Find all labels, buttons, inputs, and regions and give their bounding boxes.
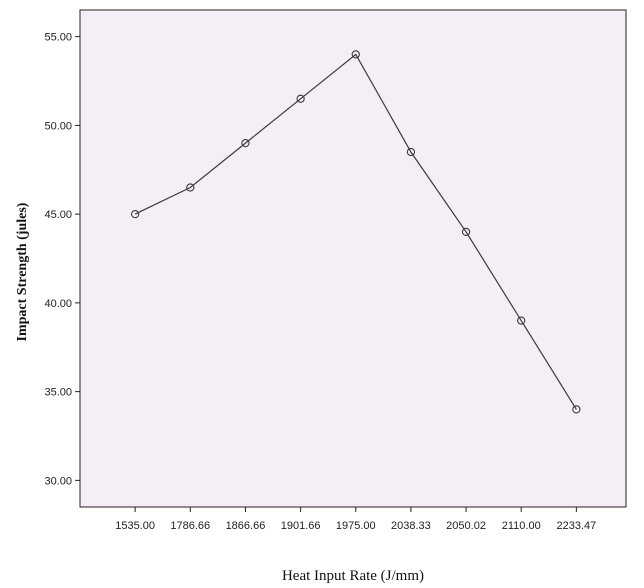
x-tick-label: 1975.00 [336,520,376,532]
y-axis: 30.00 35.00 40.00 45.00 50.00 55.00 [44,32,80,487]
x-tick-label: 1866.66 [226,520,266,532]
data-point [296,94,305,103]
series-line [134,53,577,410]
data-point [572,405,581,414]
x-tick-label: 1786.66 [170,520,210,532]
data-point [351,50,360,59]
x-axis: 1535.00 1786.66 1866.66 1901.66 1975.00 2038.… [115,507,596,532]
x-tick-label: 1901.66 [281,520,321,532]
x-axis-title: Heat Input Rate (J/mm) [282,568,424,584]
plot-area [79,9,627,508]
y-tick-label: 40.00 [44,298,72,310]
data-point [186,183,195,192]
x-tick-label: 2233.47 [556,520,596,532]
data-point [131,209,140,219]
y-axis-title: Impact Strength (jules) [15,202,30,341]
data-point [461,227,471,237]
y-tick-label: 55.00 [44,32,72,44]
x-tick-label: 1535.00 [115,520,155,532]
data-point [406,147,416,157]
x-tick-label: 2050.02 [446,520,486,532]
data-point [517,316,526,325]
y-tick-label: 45.00 [44,209,72,221]
y-tick-label: 35.00 [44,387,72,399]
data-point [241,138,250,148]
x-tick-label: 2038.33 [391,520,431,532]
y-tick-label: 30.00 [44,475,72,487]
x-tick-label: 2110.00 [502,520,541,532]
y-tick-label: 50.00 [44,120,72,132]
series-group [131,50,581,414]
